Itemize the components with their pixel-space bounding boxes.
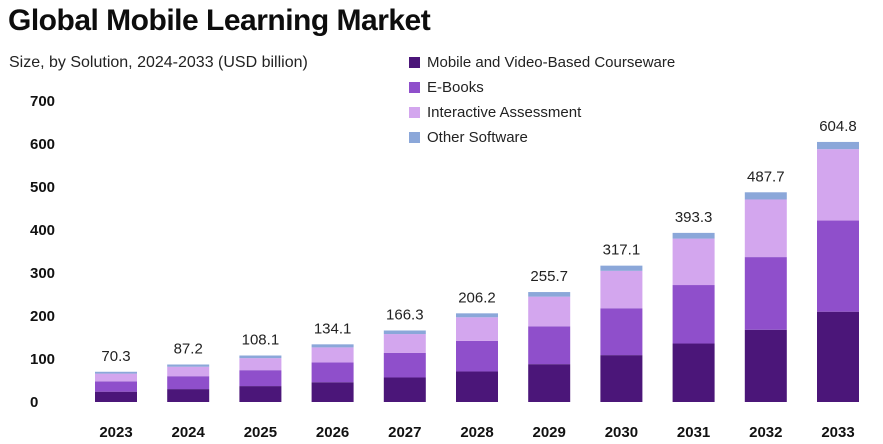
bar-segment-other-software [817, 141, 859, 150]
bar-segment-e-books [528, 326, 571, 365]
x-tick-label: 2032 [749, 424, 782, 441]
y-tick-label: 0 [30, 394, 38, 411]
legend-item-courseware: Mobile and Video-Based Courseware [409, 50, 675, 75]
bar-total-label: 166.3 [386, 306, 424, 323]
x-tick-label: 2024 [172, 424, 206, 441]
bar-total-label: 255.7 [530, 268, 568, 285]
legend-label: Mobile and Video-Based Courseware [427, 54, 676, 71]
legend-swatch [409, 132, 420, 143]
bar-total-label: 70.3 [101, 348, 130, 365]
bar-segment-interactive-assessment [311, 347, 354, 363]
x-tick-label: 2029 [533, 424, 566, 441]
bar-segment-e-books [383, 352, 426, 378]
x-tick-label: 2028 [460, 424, 493, 441]
bar-segment-other-software [239, 355, 282, 359]
bar-total-label: 87.2 [174, 341, 203, 358]
x-tick-label: 2026 [316, 424, 349, 441]
legend-item-interactive-assessment: Interactive Assessment [409, 100, 675, 125]
bar-segment-mobile-and-video-based-courseware [239, 386, 282, 402]
legend-swatch [409, 57, 420, 68]
bar-segment-e-books [744, 257, 787, 330]
bar-segment-mobile-and-video-based-courseware [744, 329, 787, 402]
bar-segment-other-software [672, 232, 715, 239]
bar-segment-e-books [167, 376, 210, 390]
bar-segment-e-books [817, 220, 859, 312]
bar-segment-mobile-and-video-based-courseware [167, 389, 210, 402]
bar-total-label: 487.7 [747, 168, 785, 185]
bar-segment-interactive-assessment [95, 373, 137, 382]
bar-segment-mobile-and-video-based-courseware [817, 311, 859, 402]
x-tick-label: 2030 [605, 424, 638, 441]
bar-segment-other-software [167, 364, 210, 367]
legend-label: E-Books [427, 79, 484, 96]
bar-segment-e-books [600, 308, 643, 356]
bar-total-label: 393.3 [675, 209, 713, 226]
bar-segment-mobile-and-video-based-courseware [383, 377, 426, 402]
bar-segment-interactive-assessment [672, 238, 715, 286]
bar-segment-e-books [311, 362, 354, 383]
x-tick-label: 2031 [677, 424, 710, 441]
y-tick-label: 100 [30, 351, 55, 368]
x-tick-label: 2027 [388, 424, 421, 441]
bar-segment-interactive-assessment [167, 366, 210, 377]
y-tick-label: 600 [30, 136, 55, 153]
bar-segment-other-software [600, 265, 643, 271]
bar-segment-mobile-and-video-based-courseware [672, 343, 715, 402]
x-tick-label: 2033 [821, 424, 854, 441]
x-tick-label: 2025 [244, 424, 277, 441]
y-tick-label: 400 [30, 222, 55, 239]
bar-segment-other-software [311, 344, 354, 348]
bar-segment-interactive-assessment [239, 358, 282, 371]
bar-total-label: 108.1 [242, 332, 280, 349]
bar-segment-other-software [456, 313, 498, 318]
bar-segment-interactive-assessment [456, 317, 498, 341]
legend-label: Interactive Assessment [427, 104, 582, 121]
y-tick-label: 500 [30, 179, 55, 196]
bar-segment-interactive-assessment [817, 149, 859, 221]
bar-segment-mobile-and-video-based-courseware [528, 364, 571, 402]
bar-segment-other-software [95, 371, 137, 374]
bar-segment-other-software [383, 330, 426, 335]
x-tick-label: 2023 [99, 424, 132, 441]
chart-title: Global Mobile Learning Market [8, 4, 431, 37]
chart-subtitle: Size, by Solution, 2024-2033 (USD billio… [9, 54, 308, 71]
y-tick-label: 700 [30, 93, 55, 110]
legend-item-ebooks: E-Books [409, 75, 675, 100]
bar-segment-interactive-assessment [383, 334, 426, 353]
bar-segment-other-software [744, 192, 787, 200]
bar-segment-interactive-assessment [600, 270, 643, 309]
bar-segment-interactive-assessment [744, 199, 787, 258]
bar-segment-mobile-and-video-based-courseware [600, 355, 643, 402]
legend-swatch [409, 82, 420, 93]
legend-label: Other Software [427, 129, 528, 146]
bar-total-label: 134.1 [314, 320, 352, 337]
bar-segment-e-books [672, 285, 715, 344]
y-tick-label: 200 [30, 308, 55, 325]
y-tick-label: 300 [30, 265, 55, 282]
bar-segment-other-software [528, 292, 571, 297]
bar-total-label: 317.1 [603, 242, 641, 259]
bar-segment-e-books [95, 381, 137, 392]
legend-item-other-software: Other Software [409, 125, 675, 150]
bar-total-label: 206.2 [458, 289, 496, 306]
bar-segment-mobile-and-video-based-courseware [456, 371, 498, 402]
bar-segment-interactive-assessment [528, 296, 571, 327]
bar-total-label: 604.8 [819, 118, 857, 135]
legend: Mobile and Video-Based Courseware E-Book… [409, 50, 675, 150]
bar-segment-mobile-and-video-based-courseware [311, 382, 354, 402]
bar-segment-e-books [456, 340, 498, 372]
bar-segment-e-books [239, 370, 282, 387]
legend-swatch [409, 107, 420, 118]
bar-segment-mobile-and-video-based-courseware [95, 391, 137, 402]
